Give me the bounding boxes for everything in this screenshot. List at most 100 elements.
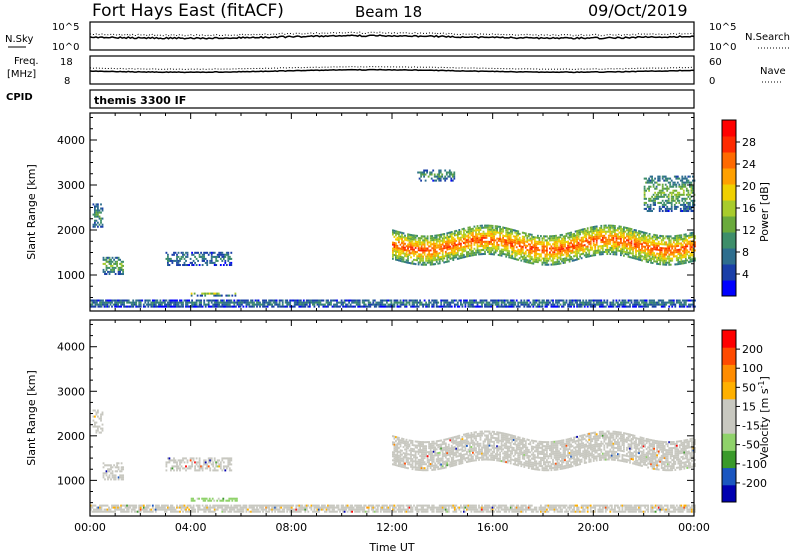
echo-cell — [434, 234, 437, 237]
echo-cell — [473, 253, 476, 256]
echo-cell — [621, 250, 624, 253]
echo-cell — [289, 299, 292, 302]
echo-cell — [393, 303, 396, 306]
echo-cell — [461, 305, 464, 308]
echo-cell — [419, 255, 422, 258]
echo-cell — [559, 299, 562, 302]
echo-cell — [467, 458, 470, 461]
echo-cell — [461, 454, 464, 457]
echo-cell — [453, 303, 456, 306]
echo-cell — [555, 247, 557, 250]
echo-cell — [162, 305, 165, 308]
echo-cell — [488, 247, 491, 250]
echo-cell — [156, 305, 159, 308]
echo-cell — [428, 261, 431, 264]
echo-cell — [675, 249, 678, 252]
echo-cell — [520, 301, 523, 304]
echo-cell — [461, 438, 464, 441]
echo-cell — [106, 299, 109, 302]
echo-cell — [685, 193, 688, 196]
echo-cell — [502, 234, 505, 237]
echo-cell — [182, 305, 184, 308]
echo-cell — [508, 232, 511, 235]
echo-cell — [466, 457, 468, 459]
echo-cell — [515, 230, 518, 233]
echo-cell — [441, 173, 444, 176]
echo-cell — [461, 246, 464, 249]
echo-cell — [597, 245, 600, 248]
echo-cell — [182, 255, 184, 258]
echo-cell — [552, 263, 554, 266]
echo-cell — [490, 299, 493, 302]
echo-cell — [675, 243, 678, 246]
echo-cell — [523, 236, 526, 239]
echo-cell — [629, 299, 631, 302]
echo-cell — [641, 305, 643, 308]
echo-cell — [663, 193, 666, 196]
echo-cell — [607, 236, 610, 239]
echo-cell — [639, 232, 642, 235]
echo-cell — [183, 257, 186, 260]
echo-cell — [429, 453, 432, 455]
echo-cell — [669, 191, 672, 194]
echo-cell — [580, 243, 583, 246]
echo-cell — [455, 441, 458, 444]
echo-cell — [591, 230, 594, 233]
echo-cell — [656, 303, 659, 306]
echo-cell — [490, 232, 493, 235]
echo-cell — [444, 169, 447, 172]
echo-cell — [529, 255, 532, 258]
echo-cell — [656, 252, 659, 255]
echo-cell — [585, 239, 588, 242]
echo-cell — [609, 234, 612, 237]
echo-cell — [173, 299, 175, 302]
echo-cell — [185, 299, 187, 302]
echo-cell — [159, 305, 162, 308]
echo-cell — [456, 435, 459, 438]
echo-cell — [648, 245, 651, 248]
echo-cell — [479, 226, 482, 229]
echo-cell — [530, 241, 533, 244]
echo-cell — [260, 303, 263, 306]
echo-cell — [481, 303, 483, 306]
echo-cell — [386, 305, 388, 308]
echo-cell — [633, 301, 636, 304]
echo-cell — [691, 232, 693, 235]
echo-cell — [509, 230, 512, 233]
echo-cell — [686, 259, 689, 262]
echo-cell — [443, 261, 446, 264]
echo-cell — [439, 169, 442, 172]
echo-cell — [158, 303, 160, 306]
echo-cell — [620, 225, 622, 228]
echo-cell — [447, 236, 450, 239]
echo-cell — [582, 301, 585, 304]
echo-cell — [517, 305, 520, 308]
echo-cell — [500, 244, 503, 247]
echo-cell — [645, 301, 648, 304]
echo-cell — [615, 233, 618, 236]
echo-cell — [484, 244, 486, 247]
echo-cell — [666, 205, 669, 208]
echo-cell — [543, 235, 545, 238]
echo-cell — [277, 303, 280, 306]
echo-cell — [123, 303, 126, 306]
echo-cell — [571, 299, 574, 302]
echo-cell — [657, 183, 660, 186]
echo-cell — [321, 299, 323, 302]
echo-cell — [487, 246, 489, 249]
echo-cell — [606, 244, 609, 247]
echo-cell — [201, 264, 204, 267]
echo-cell — [612, 243, 615, 246]
echo-cell — [494, 299, 497, 302]
echo-cell — [675, 245, 678, 248]
echo-cell — [475, 459, 477, 462]
echo-cell — [523, 301, 526, 304]
echo-cell — [441, 259, 444, 262]
echo-cell — [621, 232, 624, 235]
echo-cell — [453, 464, 456, 467]
echo-cell — [476, 433, 479, 435]
echo-cell — [511, 257, 514, 260]
echo-cell — [444, 460, 447, 463]
echo-cell — [407, 233, 409, 236]
echo-cell — [597, 235, 600, 238]
